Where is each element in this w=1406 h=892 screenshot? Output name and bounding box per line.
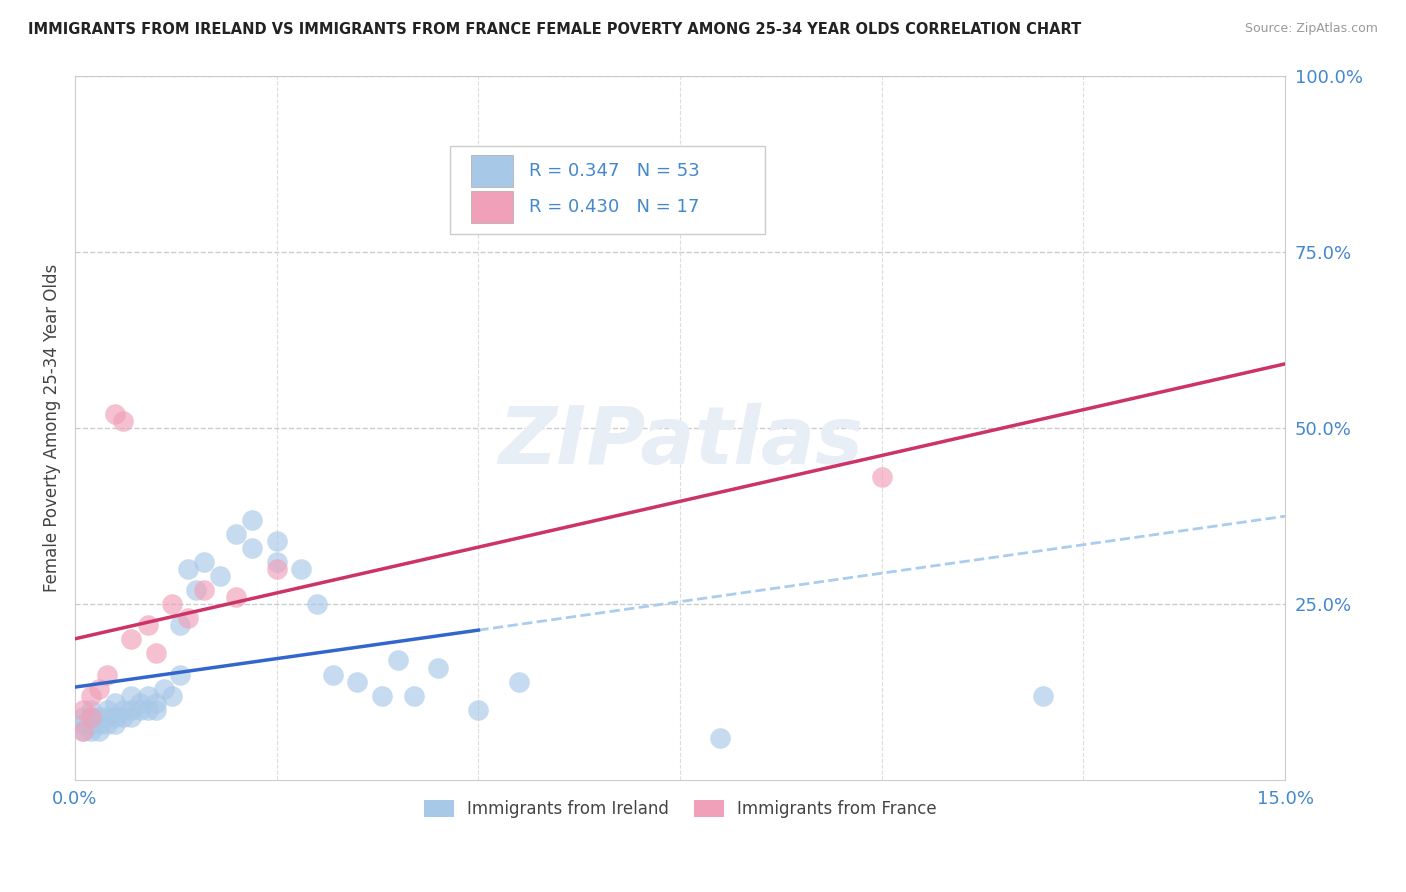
Immigrants from France	[225, 590, 247, 604]
Text: ZIPatlas: ZIPatlas	[498, 403, 863, 481]
Immigrants from Ireland	[370, 689, 392, 703]
Immigrants from Ireland	[128, 703, 150, 717]
Immigrants from Ireland	[387, 653, 409, 667]
Immigrants from Ireland	[89, 710, 111, 724]
Immigrants from Ireland	[177, 562, 200, 576]
Immigrants from Ireland	[80, 710, 103, 724]
Immigrants from France	[136, 618, 159, 632]
Immigrants from France	[72, 723, 94, 738]
Immigrants from Ireland	[136, 703, 159, 717]
Immigrants from Ireland	[80, 717, 103, 731]
Immigrants from Ireland	[1032, 689, 1054, 703]
Bar	[471, 155, 513, 186]
Immigrants from Ireland	[346, 674, 368, 689]
Immigrants from Ireland	[112, 703, 135, 717]
Immigrants from France	[266, 562, 288, 576]
Immigrants from Ireland	[145, 696, 167, 710]
Immigrants from France	[121, 632, 143, 647]
Text: R = 0.430   N = 17: R = 0.430 N = 17	[529, 198, 699, 217]
Immigrants from Ireland	[508, 674, 530, 689]
Immigrants from Ireland	[427, 660, 450, 674]
Immigrants from Ireland	[266, 533, 288, 548]
Immigrants from France	[870, 470, 893, 484]
Immigrants from Ireland	[305, 597, 328, 611]
Immigrants from Ireland	[242, 512, 264, 526]
Immigrants from France	[96, 667, 118, 681]
Immigrants from Ireland	[145, 703, 167, 717]
Legend: Immigrants from Ireland, Immigrants from France: Immigrants from Ireland, Immigrants from…	[416, 793, 943, 825]
Immigrants from Ireland	[160, 689, 183, 703]
Immigrants from Ireland	[104, 710, 127, 724]
Immigrants from France	[80, 689, 103, 703]
Immigrants from Ireland	[80, 703, 103, 717]
Immigrants from Ireland	[709, 731, 731, 745]
Immigrants from Ireland	[96, 710, 118, 724]
Immigrants from Ireland	[96, 717, 118, 731]
Immigrants from Ireland	[193, 555, 215, 569]
Immigrants from Ireland	[112, 710, 135, 724]
Immigrants from Ireland	[72, 717, 94, 731]
Y-axis label: Female Poverty Among 25-34 Year Olds: Female Poverty Among 25-34 Year Olds	[44, 264, 60, 592]
FancyBboxPatch shape	[450, 146, 765, 234]
Immigrants from Ireland	[548, 195, 571, 210]
Immigrants from Ireland	[121, 710, 143, 724]
Immigrants from Ireland	[104, 717, 127, 731]
Immigrants from Ireland	[169, 618, 191, 632]
Immigrants from Ireland	[72, 723, 94, 738]
Immigrants from Ireland	[322, 667, 344, 681]
Immigrants from Ireland	[89, 717, 111, 731]
Immigrants from Ireland	[96, 703, 118, 717]
Immigrants from Ireland	[128, 696, 150, 710]
Immigrants from Ireland	[169, 667, 191, 681]
Bar	[471, 192, 513, 223]
Immigrants from Ireland	[121, 689, 143, 703]
Immigrants from Ireland	[136, 689, 159, 703]
Immigrants from France	[177, 611, 200, 625]
Immigrants from France	[193, 582, 215, 597]
Immigrants from Ireland	[225, 526, 247, 541]
Immigrants from France	[145, 647, 167, 661]
Immigrants from France	[112, 414, 135, 428]
Immigrants from Ireland	[266, 555, 288, 569]
Immigrants from France	[104, 407, 127, 421]
Immigrants from Ireland	[104, 696, 127, 710]
Immigrants from Ireland	[80, 723, 103, 738]
Immigrants from Ireland	[72, 710, 94, 724]
Immigrants from Ireland	[89, 723, 111, 738]
Immigrants from France	[80, 710, 103, 724]
Immigrants from Ireland	[209, 569, 232, 583]
Text: IMMIGRANTS FROM IRELAND VS IMMIGRANTS FROM FRANCE FEMALE POVERTY AMONG 25-34 YEA: IMMIGRANTS FROM IRELAND VS IMMIGRANTS FR…	[28, 22, 1081, 37]
Immigrants from Ireland	[121, 703, 143, 717]
Text: R = 0.347   N = 53: R = 0.347 N = 53	[529, 161, 700, 179]
Immigrants from Ireland	[467, 703, 489, 717]
Immigrants from France	[160, 597, 183, 611]
Immigrants from Ireland	[152, 681, 174, 696]
Text: Source: ZipAtlas.com: Source: ZipAtlas.com	[1244, 22, 1378, 36]
Immigrants from Ireland	[184, 582, 207, 597]
Immigrants from Ireland	[402, 689, 425, 703]
Immigrants from Ireland	[290, 562, 312, 576]
Immigrants from Ireland	[242, 541, 264, 555]
Immigrants from France	[72, 703, 94, 717]
Immigrants from France	[89, 681, 111, 696]
